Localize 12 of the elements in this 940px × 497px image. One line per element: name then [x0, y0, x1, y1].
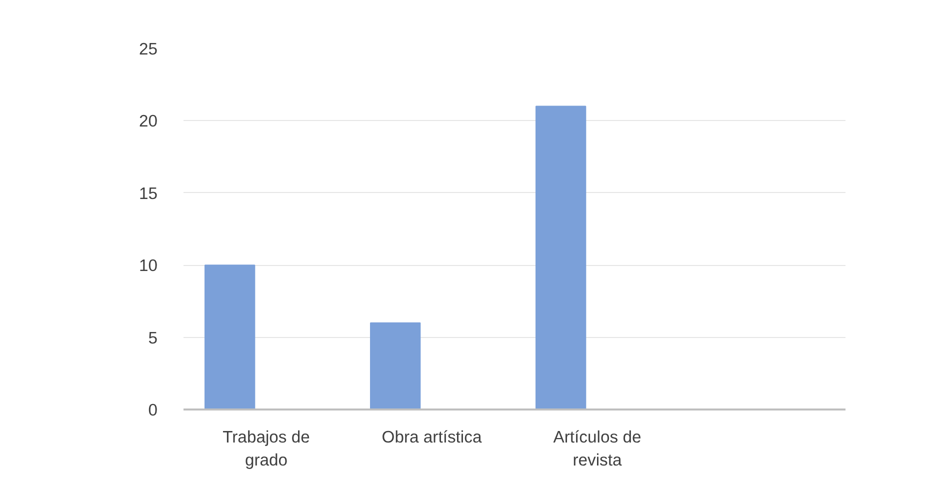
y-tick-label: 15	[138, 184, 158, 203]
y-tick-label: 5	[148, 328, 158, 348]
y-tick-label: 10	[138, 256, 158, 276]
y-tick-label: 25	[138, 40, 158, 58]
y-tick-label: 20	[138, 112, 158, 131]
bar	[204, 264, 256, 410]
bar	[370, 322, 421, 410]
x-tick-label: Trabajos de grado	[222, 428, 310, 470]
x-tick-label: Artículos de revista	[553, 428, 642, 470]
bar	[536, 106, 586, 410]
x-tick-label: Obra artística	[382, 428, 482, 446]
y-tick-label: 0	[148, 400, 158, 420]
